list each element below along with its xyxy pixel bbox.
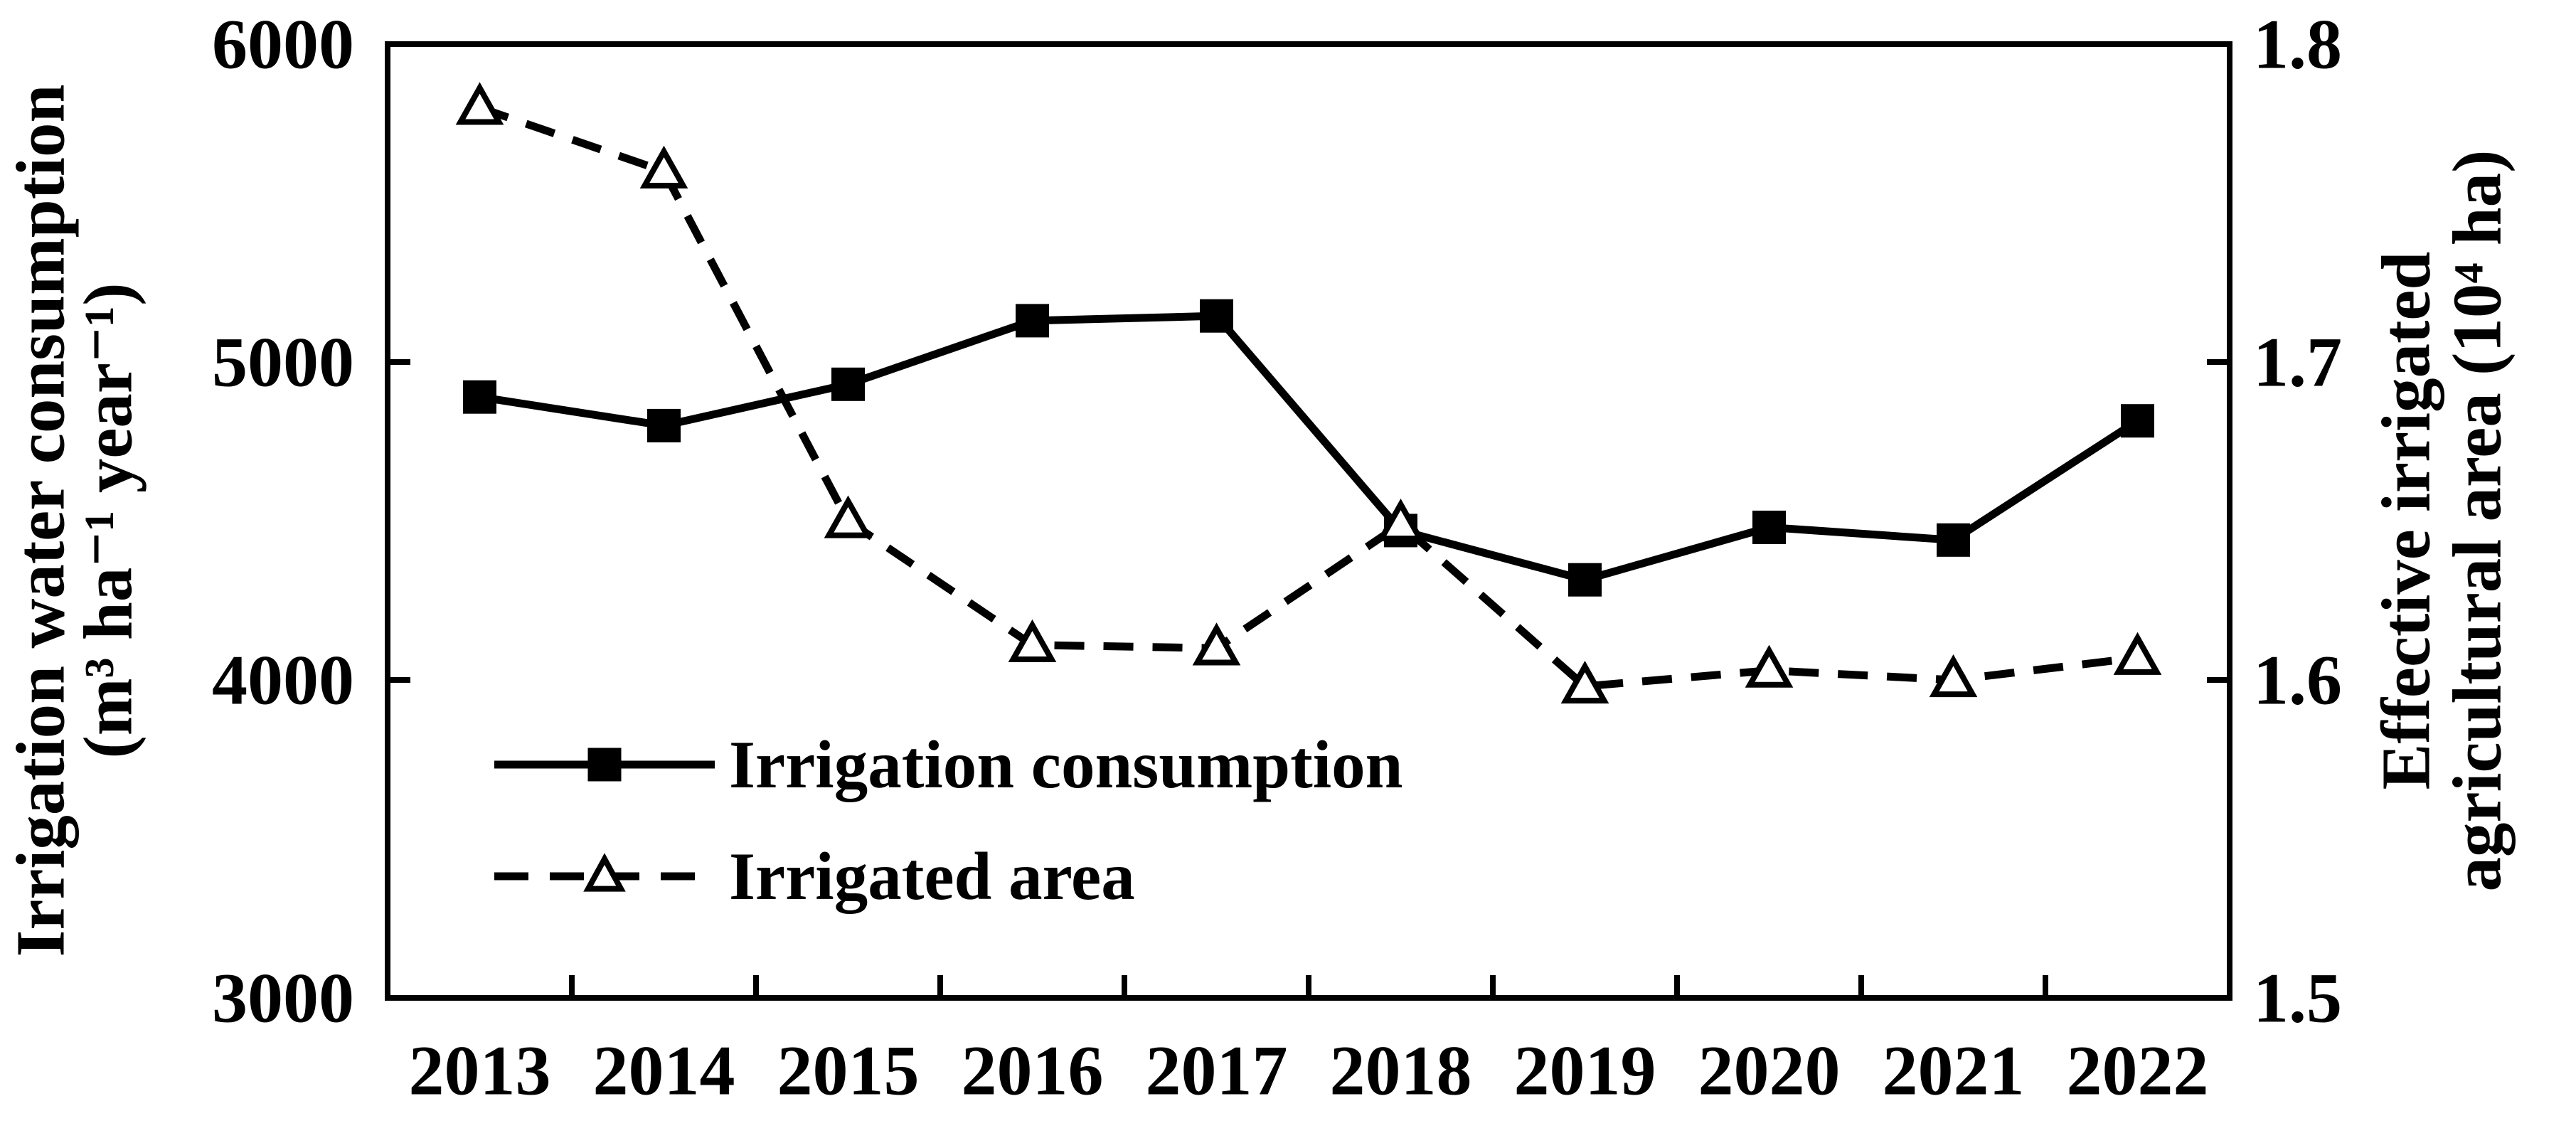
legend-label: Irrigation consumption: [729, 727, 1403, 802]
marker-open-triangle: [1929, 654, 1978, 698]
marker-open-triangle: [824, 495, 873, 538]
marker-filled-square: [831, 367, 865, 401]
marker-open-triangle: [455, 82, 504, 125]
left-axis-tick-label: 4000: [212, 641, 354, 720]
marker-filled-square: [1200, 299, 1233, 333]
x-axis-tick-label: 2019: [1514, 1031, 1656, 1110]
marker-filled-square: [647, 408, 681, 442]
x-axis-tick-label: 2021: [1883, 1031, 2025, 1110]
left-axis-title-line2: (m³ ha⁻¹ year⁻¹): [70, 282, 147, 758]
x-axis-tick-label: 2016: [962, 1031, 1104, 1110]
x-axis-tick-label: 2018: [1330, 1031, 1472, 1110]
series-irrigation-consumption: [463, 299, 2154, 597]
marker-filled-square: [1752, 510, 1786, 544]
x-axis-tick-label: 2014: [593, 1031, 735, 1110]
marker-open-triangle: [639, 145, 688, 188]
legend-label: Irrigated area: [729, 839, 1135, 914]
marker-filled-square: [2121, 404, 2154, 438]
marker-filled-square: [1016, 304, 1049, 338]
right-axis-tick-label: 1.6: [2253, 641, 2342, 720]
x-axis-tick-label: 2022: [2067, 1031, 2209, 1110]
marker-open-triangle: [1192, 622, 1241, 666]
x-axis-tick-label: 2013: [409, 1031, 551, 1110]
left-axis-tick-label: 3000: [212, 959, 354, 1038]
x-axis-tick-label: 2020: [1698, 1031, 1841, 1110]
right-axis-tick-label: 1.5: [2253, 959, 2342, 1038]
left-axis-title-line1: Irrigation water consumption: [3, 85, 79, 957]
right-axis-title-line1: Effective irrigated: [2368, 252, 2444, 790]
marker-open-triangle: [1560, 660, 1609, 704]
marker-open-triangle: [2113, 632, 2162, 675]
marker-filled-square: [1568, 563, 1602, 597]
x-axis-tick-label: 2015: [777, 1031, 920, 1110]
right-axis-tick-label: 1.8: [2253, 5, 2342, 84]
marker-open-triangle: [1745, 644, 1794, 688]
left-axis-tick-label: 5000: [212, 323, 354, 402]
series-irrigation-consumption-line: [479, 312, 2140, 584]
marker-filled-square: [1937, 523, 1970, 557]
x-axis-tick-label: 2017: [1146, 1031, 1288, 1110]
marker-filled-square: [463, 380, 496, 414]
marker-open-triangle: [1008, 619, 1057, 662]
marker-open-triangle: [1376, 498, 1425, 542]
legend-open-triangle-icon: [583, 853, 626, 892]
right-axis-title-line2: agricultural area (10⁴ ha): [2439, 150, 2516, 892]
legend-row: Irrigated area: [494, 839, 1135, 914]
right-axis-tick-label: 1.7: [2253, 323, 2342, 402]
legend-filled-square-icon: [587, 748, 622, 782]
series-irrigated-area: [455, 82, 2162, 704]
legend-row: Irrigation consumption: [494, 727, 1403, 802]
left-axis-tick-label: 6000: [212, 5, 354, 84]
series-irrigated-area-line: [478, 104, 2139, 691]
